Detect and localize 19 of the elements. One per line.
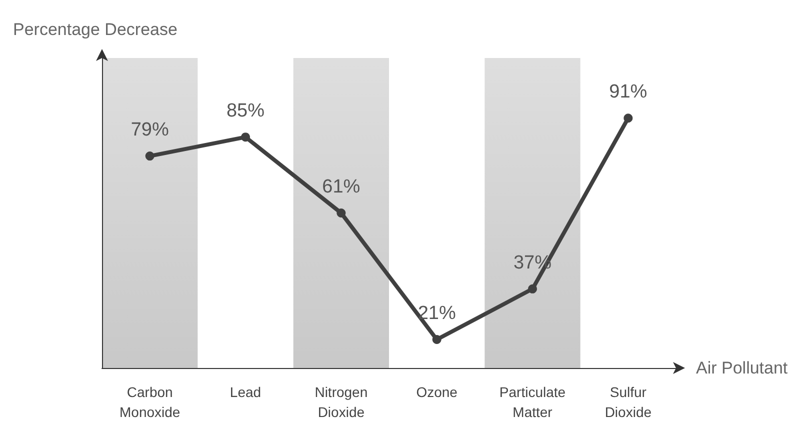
x-tick-label: Carbon Monoxide <box>119 384 180 420</box>
x-tick-label: Nitrogen Dioxide <box>314 384 368 420</box>
point <box>145 152 154 161</box>
data-label: 85% <box>226 100 265 122</box>
point <box>241 132 250 142</box>
point <box>432 335 442 344</box>
y-axis-title: Percentage Decrease <box>13 20 178 39</box>
point <box>624 114 633 123</box>
x-axis-title: Air Pollutant <box>696 358 788 378</box>
data-label: 91% <box>609 82 648 103</box>
data-label: 79% <box>130 120 169 141</box>
point <box>528 284 537 294</box>
x-tick-label: Particulate Matter <box>499 384 566 420</box>
point <box>336 208 346 218</box>
data-label: 21% <box>418 303 456 324</box>
x-tick-label: Ozone <box>416 384 458 400</box>
x-tick-label: Sulfur Dioxide <box>604 384 652 420</box>
x-tick-label: Lead <box>230 384 262 400</box>
data-label: 61% <box>322 176 360 198</box>
